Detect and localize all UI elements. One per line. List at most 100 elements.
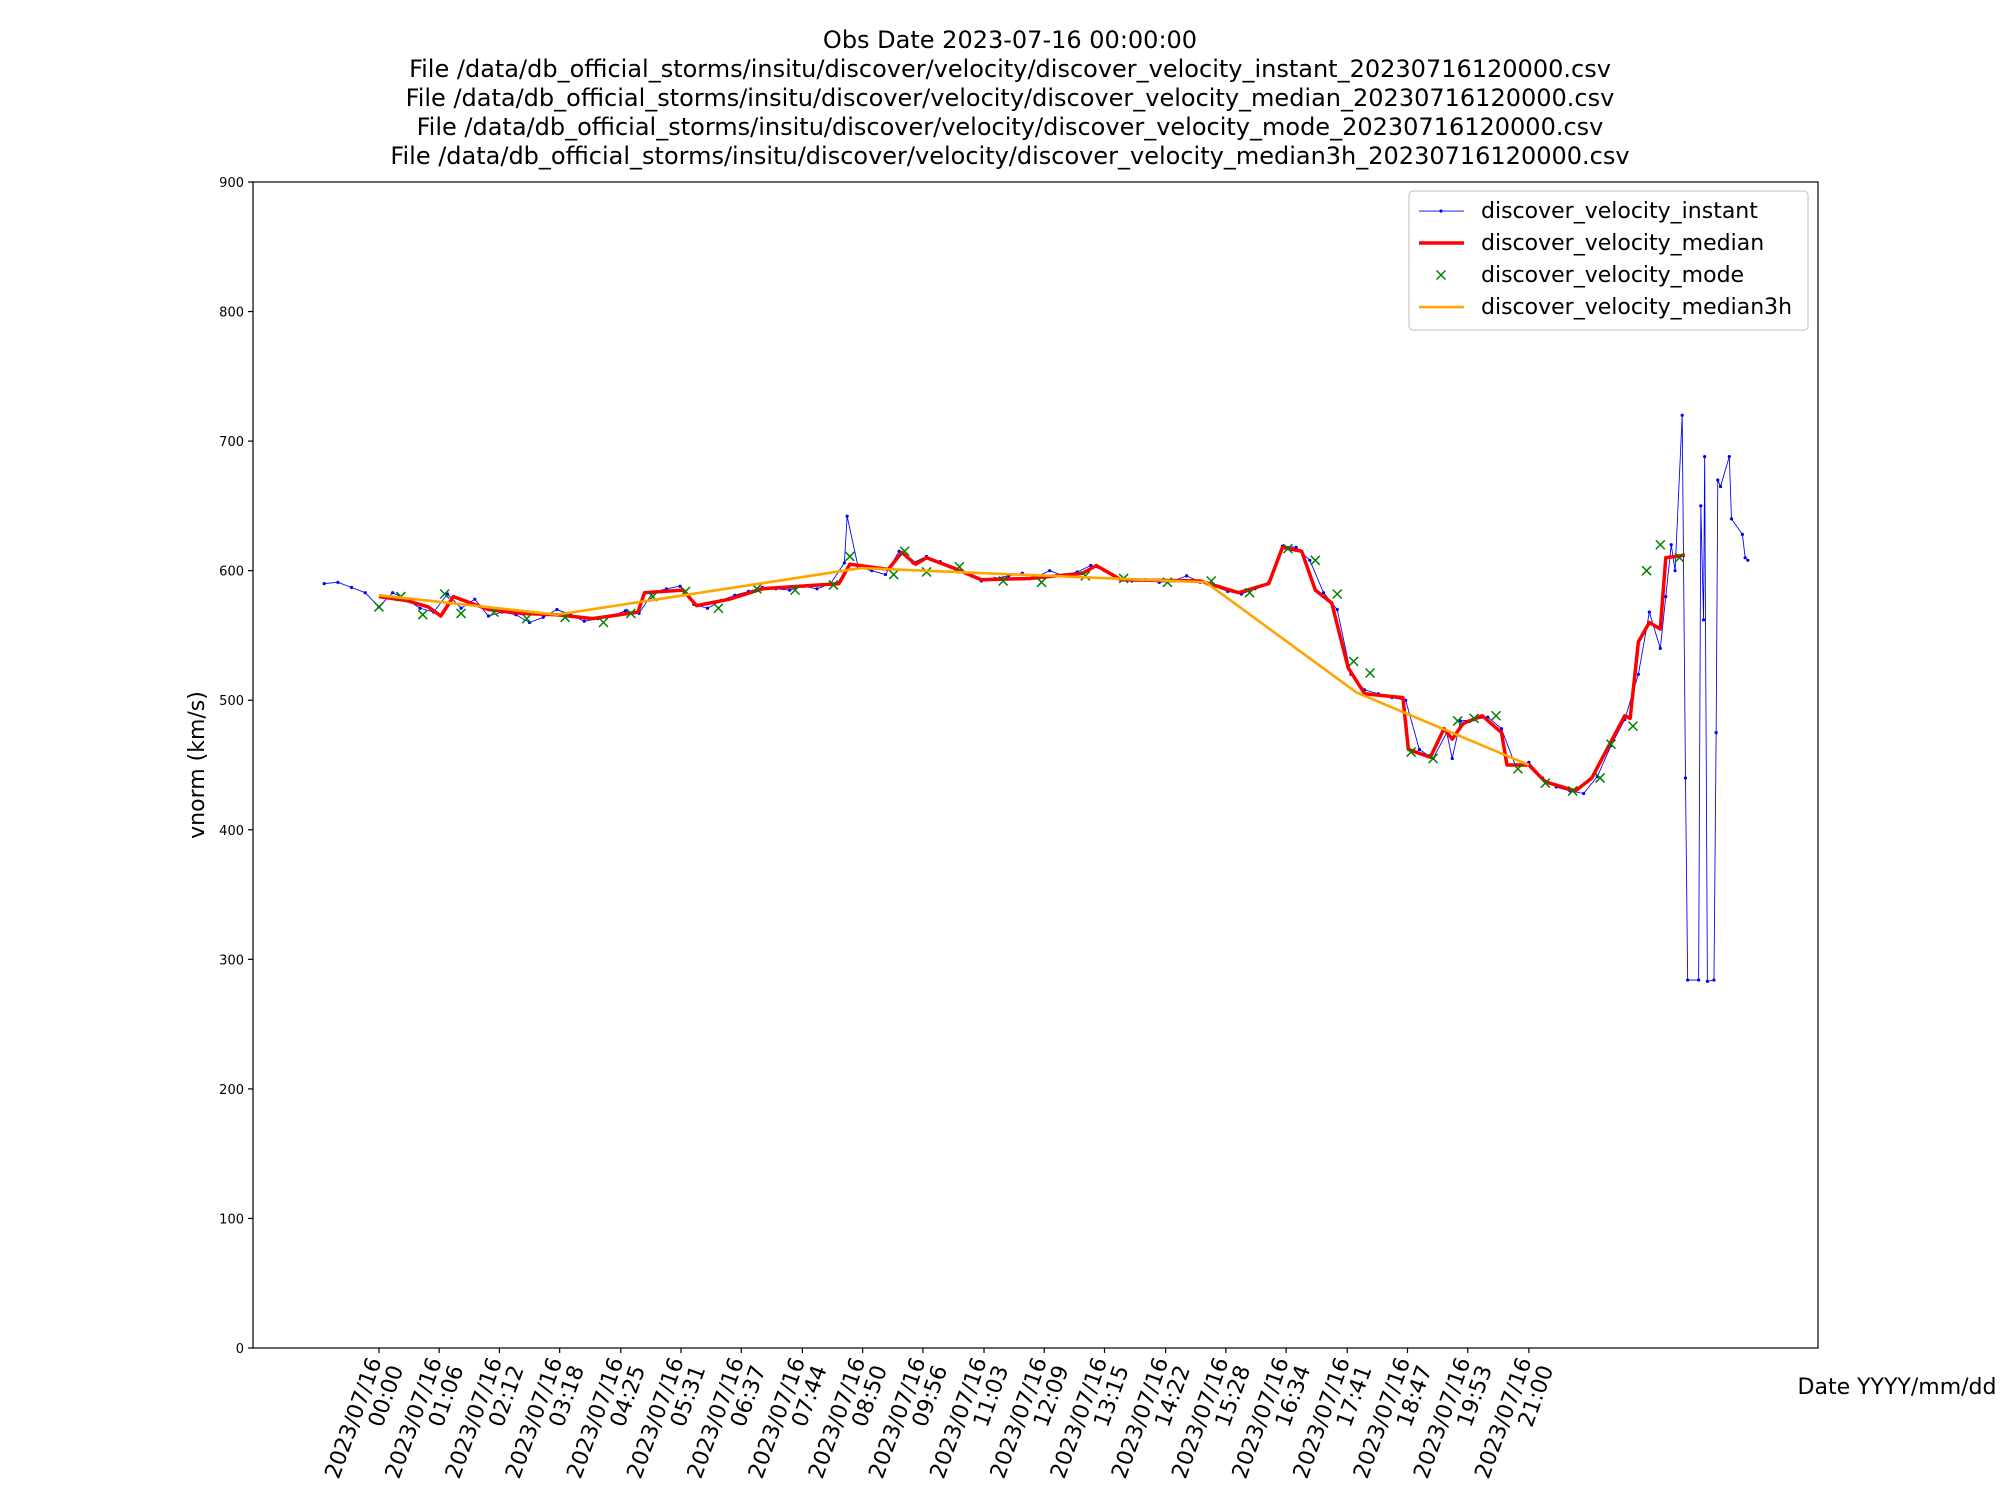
instant-point — [322, 582, 326, 586]
mode-marker — [1512, 763, 1523, 774]
mode-marker — [1469, 713, 1480, 724]
instant-point — [1743, 556, 1747, 560]
mode-marker — [1365, 667, 1376, 679]
mode-marker — [1595, 772, 1606, 783]
chart-title: Obs Date 2023-07-16 00:00:00 — [823, 26, 1197, 54]
instant-point — [1701, 618, 1706, 622]
instant-point — [1417, 747, 1421, 752]
mode-marker — [888, 569, 899, 580]
legend-swatch — [1435, 269, 1447, 281]
mode-marker — [521, 613, 532, 624]
plot-frame — [252, 181, 1819, 1349]
instant-point — [459, 606, 463, 610]
instant-point — [815, 587, 819, 591]
chart-title: File /data/db_official_storms/insitu/dis… — [409, 55, 1611, 83]
chart-title: File /data/db_official_storms/insitu/dis… — [417, 113, 1604, 141]
instant-point — [445, 592, 449, 596]
instant-point — [1185, 574, 1189, 578]
instant-point — [1727, 455, 1731, 459]
mode-marker — [998, 576, 1009, 587]
mode-marker — [790, 585, 801, 596]
instant-point — [1686, 978, 1690, 982]
mode-marker — [456, 608, 467, 619]
y-tick-label: 300 — [219, 953, 244, 968]
mode-marker — [1655, 539, 1666, 550]
instant-point — [473, 597, 477, 601]
instant-point — [1703, 455, 1707, 459]
mode-marker — [1490, 710, 1502, 721]
instant-point — [541, 615, 545, 619]
legend-label: discover_velocity_instant — [1481, 199, 1758, 224]
y-tick-label: 600 — [219, 565, 244, 580]
legend-label: discover_velocity_median — [1481, 231, 1764, 256]
x-axis-label: Date YYYY/mm/dd — [1798, 1375, 1997, 1400]
series-line — [378, 566, 1530, 767]
instant-point — [1712, 978, 1716, 982]
legend-label: discover_velocity_mode — [1481, 263, 1744, 288]
mode-marker — [1452, 715, 1463, 726]
mode-marker — [1605, 739, 1617, 750]
mode-marker — [1244, 587, 1255, 598]
instant-point — [1335, 607, 1339, 612]
instant-point — [845, 514, 849, 518]
instant-point — [1458, 719, 1463, 723]
instant-point — [1527, 760, 1531, 765]
instant-point — [788, 588, 792, 592]
mode-marker — [954, 561, 965, 572]
instant-point — [1683, 776, 1688, 780]
instant-point — [1740, 532, 1745, 536]
y-tick-label: 200 — [219, 1083, 244, 1098]
instant-point — [1658, 646, 1662, 651]
mode-marker — [899, 546, 910, 557]
instant-point — [363, 591, 367, 595]
mode-marker — [713, 603, 724, 614]
mode-marker — [1540, 778, 1551, 789]
instant-point — [1450, 756, 1454, 761]
instant-point — [1647, 610, 1651, 614]
instant-point — [705, 606, 710, 610]
instant-point — [883, 572, 888, 577]
mode-marker — [1332, 588, 1343, 600]
instant-point — [1499, 727, 1504, 731]
mode-marker — [1282, 543, 1293, 554]
instant-point — [1294, 545, 1298, 549]
mode-marker — [1036, 577, 1047, 588]
mode-marker — [625, 608, 636, 619]
instant-point — [1048, 569, 1052, 573]
mode-marker — [828, 579, 839, 590]
mode-marker — [1348, 656, 1359, 667]
mode-marker — [1674, 552, 1685, 563]
mode-marker — [598, 617, 609, 628]
instant-point — [336, 580, 340, 584]
mode-marker — [417, 609, 428, 620]
y-axis-label: vnorm (km/s) — [185, 691, 210, 839]
instant-point — [678, 584, 682, 588]
instant-point — [1669, 543, 1673, 547]
instant-point — [555, 607, 559, 612]
mode-marker — [1567, 785, 1578, 796]
legend-swatch — [1439, 209, 1443, 213]
instant-point — [1746, 558, 1750, 562]
instant-point — [1697, 978, 1701, 982]
instant-point — [1673, 569, 1677, 573]
y-tick-label: 100 — [219, 1212, 244, 1227]
y-tick-label: 0 — [236, 1342, 244, 1357]
instant-point — [486, 614, 491, 618]
mode-marker — [1080, 570, 1091, 581]
y-tick-label: 700 — [219, 435, 244, 450]
instant-point — [1321, 591, 1326, 595]
instant-point — [1705, 979, 1709, 983]
instant-point — [1664, 594, 1668, 599]
instant-point — [1636, 672, 1640, 676]
instant-point — [1714, 731, 1718, 735]
instant-point — [1716, 478, 1720, 482]
series-line — [378, 545, 1686, 793]
mode-marker — [844, 551, 855, 562]
mode-marker — [1641, 565, 1652, 576]
instant-point — [1729, 517, 1734, 521]
instant-point — [349, 585, 354, 590]
mode-marker — [1310, 555, 1321, 566]
instant-point — [623, 609, 627, 613]
y-tick-label: 900 — [219, 176, 244, 191]
